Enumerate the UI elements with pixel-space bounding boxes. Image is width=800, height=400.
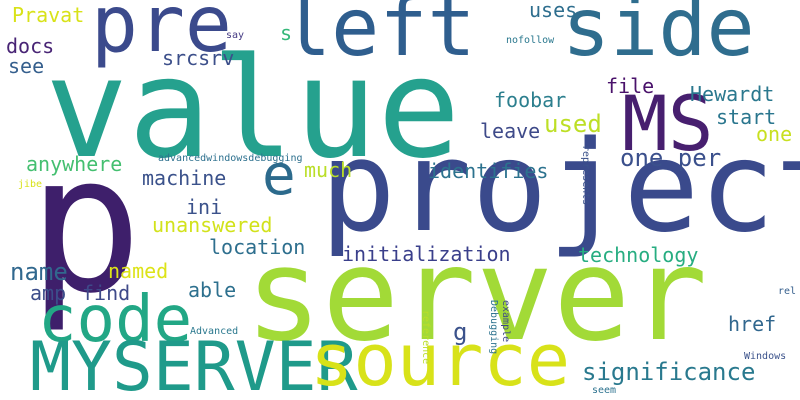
word-srcsrv: srcsrv	[162, 46, 235, 70]
word-one-per: one per	[620, 144, 722, 172]
word-e: e	[262, 143, 296, 208]
word-pre: pre	[91, 0, 232, 70]
word-example: example	[500, 300, 511, 343]
word-docs: docs	[6, 34, 55, 58]
word-technology: technology	[578, 243, 699, 267]
word-g: g	[453, 318, 468, 346]
word-nofollow: nofollow	[506, 35, 555, 46]
word-side: side	[562, 0, 755, 74]
word-machine: machine	[142, 166, 227, 190]
word-left: left	[283, 0, 476, 74]
word-project: project	[320, 113, 800, 260]
word-unanswered: unanswered	[152, 213, 273, 237]
word-pravat: Pravat	[12, 3, 85, 27]
word-href: href	[728, 312, 777, 336]
word-initialization: initialization	[342, 242, 511, 266]
word-p: p	[28, 114, 143, 335]
word-name: name	[10, 258, 68, 286]
word-uses: uses	[529, 0, 578, 22]
word-source: source	[310, 318, 571, 400]
word-foobar: foobar	[494, 88, 567, 112]
word-s: s	[280, 21, 293, 45]
word-represents: represents	[580, 145, 591, 206]
word-server: server	[245, 221, 708, 370]
word-code: code	[38, 283, 193, 357]
word-anywhere: anywhere	[26, 152, 123, 176]
word-advanced: Advanced	[190, 326, 239, 337]
word-start: start	[716, 105, 777, 129]
word-myserver: MYSERVER	[30, 328, 358, 400]
word-file: file	[606, 74, 655, 98]
word-identifies: identifies	[428, 159, 549, 183]
word-hewardt: Hewardt	[690, 82, 775, 106]
word-able: able	[188, 278, 237, 302]
word-reference: reference	[420, 310, 431, 365]
word-jibe: jibe	[18, 179, 43, 190]
word-one: one	[756, 122, 793, 146]
word-see: see	[8, 54, 45, 78]
word-say: say	[226, 30, 245, 41]
word-debugging: Debugging	[488, 300, 499, 355]
word-value: value	[45, 28, 461, 189]
word-significance: significance	[582, 358, 756, 386]
word-much: much	[304, 158, 353, 182]
word-ini: ini	[186, 195, 223, 219]
word-windows: Windows	[744, 351, 787, 362]
word-used: used	[544, 110, 602, 138]
word-rel: rel	[778, 286, 797, 297]
word-leave: leave	[480, 119, 541, 143]
word-find: find	[82, 281, 131, 305]
word-amp: amp	[30, 281, 67, 305]
word-seem: seem	[592, 385, 617, 396]
word-ms: MS	[622, 79, 714, 168]
word-named: named	[108, 259, 169, 283]
word-advancedwindowsdebugging: advancedwindowsdebugging	[158, 153, 303, 164]
word-location: location	[209, 235, 306, 259]
